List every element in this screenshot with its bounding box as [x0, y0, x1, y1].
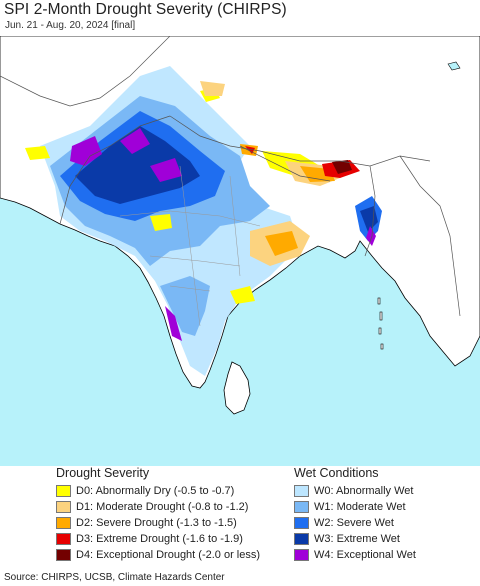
legend-label-w4: W4: Exceptional Wet [314, 549, 416, 561]
legend-item-d0: D0: Abnormally Dry (-0.5 to -0.7) [56, 484, 234, 498]
legend-label-w2: W2: Severe Wet [314, 517, 394, 529]
map-title: SPI 2-Month Drought Severity (CHIRPS) [4, 1, 287, 18]
swatch-d2 [56, 517, 71, 529]
wet-legend-heading: Wet Conditions [294, 466, 379, 480]
swatch-d0 [56, 485, 71, 497]
d4-patches [332, 160, 352, 174]
source-credit: Source: CHIRPS, UCSB, Climate Hazards Ce… [4, 572, 225, 583]
map-subtitle: Jun. 21 - Aug. 20, 2024 [final] [5, 20, 136, 31]
lake-icon [447, 61, 461, 71]
legend-label-d2: D2: Severe Drought (-1.3 to -1.5) [76, 517, 237, 529]
swatch-w4 [294, 549, 309, 561]
legend-item-w0: W0: Abnormally Wet [294, 484, 413, 498]
swatch-w3 [294, 533, 309, 545]
legend-label-w3: W3: Extreme Wet [314, 533, 400, 545]
legend-item-w3: W3: Extreme Wet [294, 532, 400, 546]
legend-item-d4: D4: Exceptional Drought (-2.0 or less) [56, 548, 260, 562]
andaman-islands [377, 297, 384, 350]
swatch-w1 [294, 501, 309, 513]
legend: Drought Severity Wet Conditions D0: Abno… [0, 466, 480, 570]
legend-item-d3: D3: Extreme Drought (-1.6 to -1.9) [56, 532, 243, 546]
legend-label-d0: D0: Abnormally Dry (-0.5 to -0.7) [76, 485, 235, 497]
legend-item-w4: W4: Exceptional Wet [294, 548, 416, 562]
w1-region-south [160, 276, 210, 336]
legend-item-w1: W1: Moderate Wet [294, 500, 406, 514]
swatch-w2 [294, 517, 309, 529]
country-borders [0, 36, 461, 317]
drought-map [0, 36, 480, 466]
legend-label-d3: D3: Extreme Drought (-1.6 to -1.9) [76, 533, 243, 545]
map-area [0, 36, 480, 466]
legend-label-w0: W0: Abnormally Wet [314, 485, 414, 497]
legend-item-d2: D2: Severe Drought (-1.3 to -1.5) [56, 516, 237, 530]
swatch-d1 [56, 501, 71, 513]
legend-item-d1: D1: Moderate Drought (-0.8 to -1.2) [56, 500, 248, 514]
swatch-d3 [56, 533, 71, 545]
legend-label-w1: W1: Moderate Wet [314, 501, 406, 513]
sri-lanka [223, 361, 251, 415]
state-borders [119, 165, 261, 327]
swatch-w0 [294, 485, 309, 497]
drought-legend-heading: Drought Severity [56, 466, 150, 480]
legend-label-d1: D1: Moderate Drought (-0.8 to -1.2) [76, 501, 249, 513]
w3-region [75, 126, 200, 204]
w4-patches [70, 128, 376, 341]
swatch-d4 [56, 549, 71, 561]
legend-label-d4: D4: Exceptional Drought (-2.0 or less) [76, 549, 261, 561]
legend-item-w2: W2: Severe Wet [294, 516, 394, 530]
